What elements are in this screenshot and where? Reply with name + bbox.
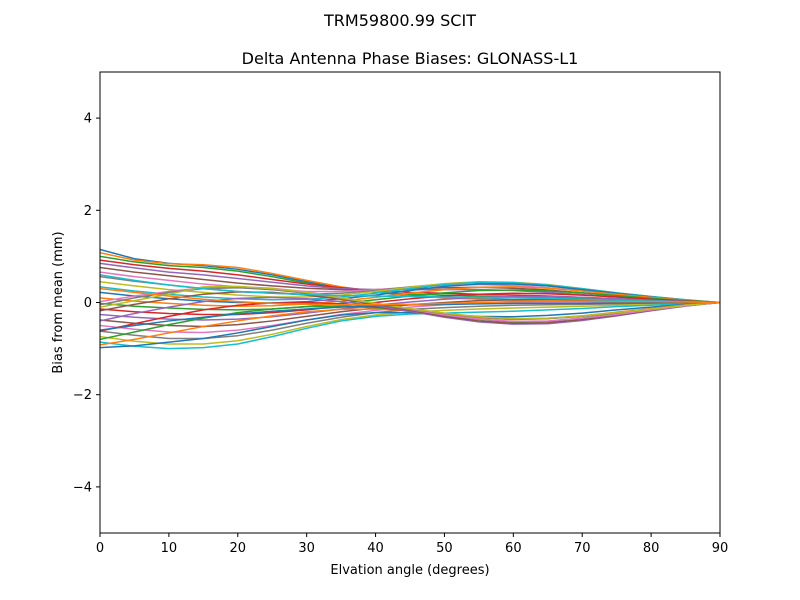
x-tick-label: 10: [161, 541, 178, 556]
series-line-29: [100, 285, 720, 320]
series-line-20: [100, 301, 720, 350]
figure-suptitle: TRM59800.99 SCIT: [323, 11, 476, 30]
y-tick-label: 4: [84, 112, 92, 127]
chart-title: Delta Antenna Phase Biases: GLONASS-L1: [242, 49, 579, 68]
x-axis-label: Elvation angle (degrees): [330, 563, 489, 578]
x-axis: 0 10 20 30 40 50 60 70 80 90: [96, 533, 728, 556]
series-group: [100, 248, 720, 350]
series-line-12: [100, 286, 720, 307]
y-axis: −4 −2 0 2 4: [73, 112, 100, 495]
y-tick-label: −4: [73, 480, 92, 495]
x-tick-label: 60: [505, 541, 522, 556]
x-tick-label: 0: [96, 541, 104, 556]
y-tick-label: 0: [84, 296, 92, 311]
series-line-32: [100, 287, 720, 306]
y-axis-label: Bias from mean (mm): [51, 231, 66, 373]
series-line-30: [100, 274, 720, 304]
series-line-26: [100, 291, 720, 324]
y-tick-label: −2: [73, 388, 92, 403]
x-tick-label: 70: [574, 541, 591, 556]
series-line-15: [100, 295, 720, 321]
x-tick-label: 40: [367, 541, 384, 556]
x-tick-label: 20: [230, 541, 247, 556]
x-tick-label: 80: [643, 541, 660, 556]
y-tick-label: 2: [84, 204, 92, 219]
x-tick-label: 50: [436, 541, 453, 556]
x-tick-label: 90: [712, 541, 729, 556]
series-line-14: [100, 292, 720, 316]
series-line-21: [100, 301, 720, 349]
x-tick-label: 30: [298, 541, 315, 556]
